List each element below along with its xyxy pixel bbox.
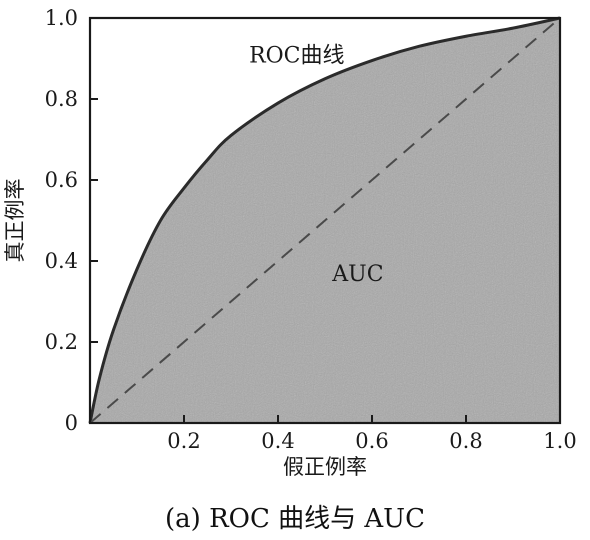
roc-chart: 0 0.2 0.4 0.6 0.8 1.0 0.2 0.4 0.6 0.8 1.0 假正例率 真正… bbox=[3, 6, 577, 479]
roc-curve-label: ROC曲线 bbox=[249, 43, 344, 68]
roc-curve bbox=[88, 16, 561, 424]
y-axis: 0 0.2 0.4 0.6 0.8 1.0 bbox=[45, 6, 98, 435]
auc-label: AUC bbox=[331, 262, 383, 287]
x-axis-title: 假正例率 bbox=[283, 455, 367, 479]
x-tick-label: 0.4 bbox=[261, 429, 294, 453]
x-tick-label: 0.8 bbox=[449, 429, 482, 453]
y-axis-title: 真正例率 bbox=[3, 179, 27, 263]
y-tick-label: 0.6 bbox=[45, 168, 78, 192]
figure-caption: (a) ROC 曲线与 AUC bbox=[165, 504, 425, 534]
x-axis: 0.2 0.4 0.6 0.8 1.0 bbox=[167, 415, 577, 453]
x-tick-label: 0.2 bbox=[167, 429, 200, 453]
y-tick-label: 1.0 bbox=[45, 6, 78, 30]
plot-frame bbox=[88, 16, 562, 425]
y-tick-label: 0.4 bbox=[45, 249, 78, 273]
random-guess-diagonal bbox=[89, 17, 561, 424]
y-tick-label: 0.2 bbox=[45, 330, 78, 354]
y-tick-label: 0 bbox=[65, 411, 78, 435]
x-tick-label: 0.6 bbox=[355, 429, 388, 453]
x-tick-label: 1.0 bbox=[543, 429, 576, 453]
y-tick-label: 0.8 bbox=[45, 87, 78, 111]
